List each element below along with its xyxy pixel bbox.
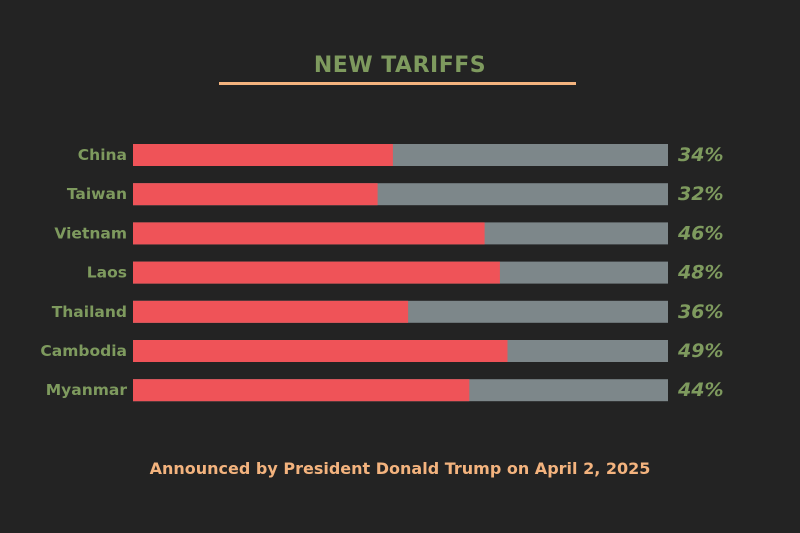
title-underline — [219, 82, 576, 85]
category-label: Thailand — [52, 303, 127, 321]
category-label: Laos — [87, 264, 127, 282]
chart-footnote: Announced by President Donald Trump on A… — [149, 459, 651, 478]
chart-title: NEW TARIFFS — [313, 53, 487, 78]
category-label: Vietnam — [54, 224, 127, 242]
category-label: Cambodia — [40, 342, 127, 360]
value-label: 34% — [678, 144, 723, 166]
category-label: China — [78, 146, 127, 164]
bar — [133, 300, 409, 323]
value-label: 48% — [677, 262, 723, 284]
bar — [133, 144, 393, 166]
bar — [133, 340, 508, 362]
bar — [133, 222, 485, 245]
category-label: Myanmar — [46, 381, 128, 399]
bar — [133, 183, 378, 206]
bar — [133, 261, 500, 284]
value-label: 32% — [678, 183, 723, 205]
bar — [133, 379, 470, 402]
value-label: 46% — [677, 222, 723, 244]
value-label: 44% — [677, 379, 723, 401]
category-label: Taiwan — [67, 185, 127, 203]
value-label: 49% — [677, 340, 723, 362]
value-label: 36% — [678, 301, 723, 323]
